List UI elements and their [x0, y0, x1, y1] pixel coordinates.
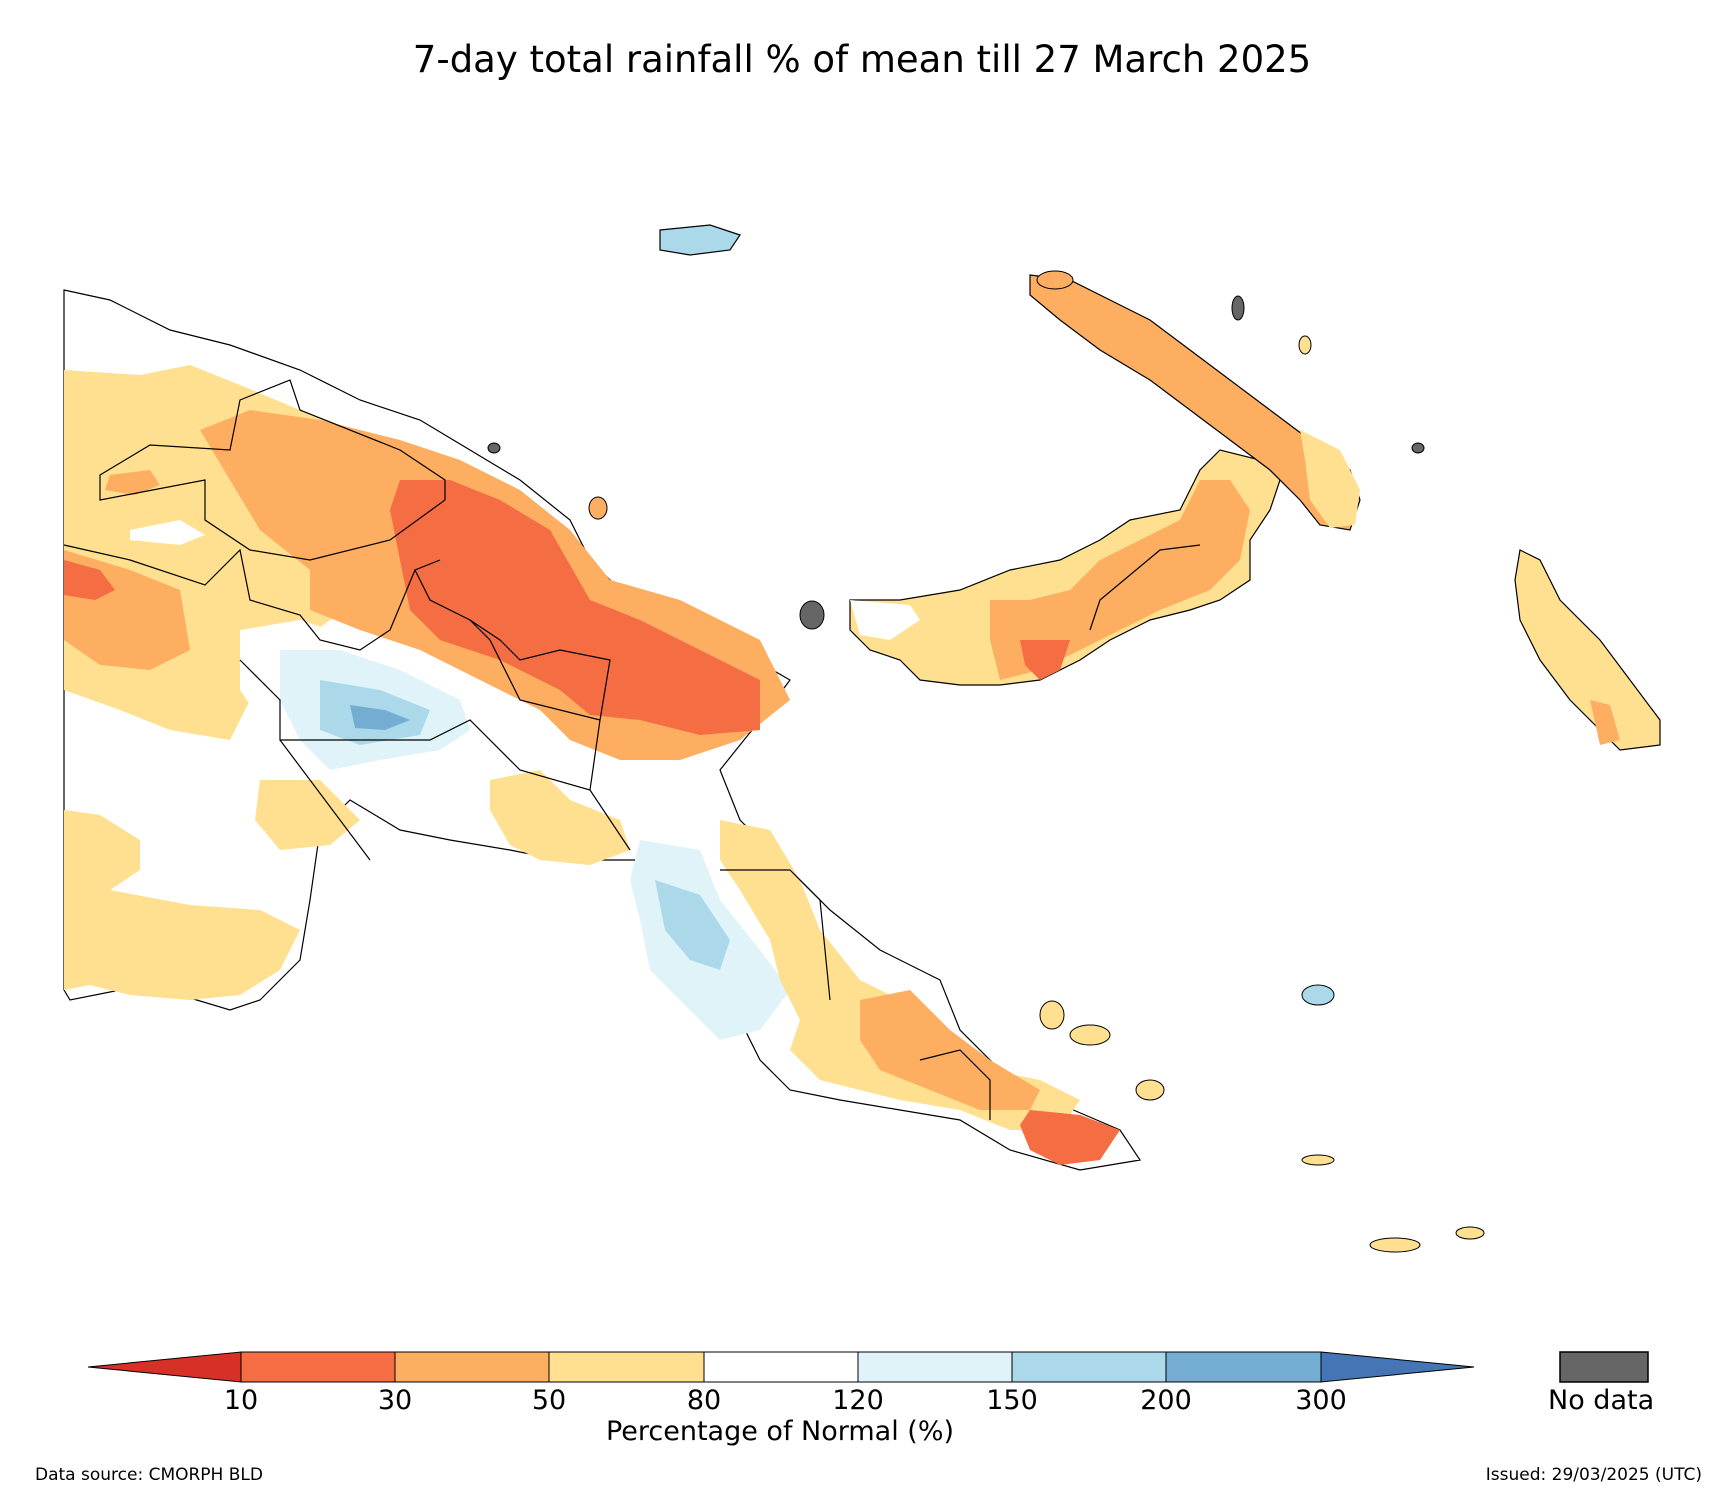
- island-sudest: [1455, 1226, 1485, 1240]
- zone-10-30-west: [64, 560, 115, 600]
- no-data-swatch: [1559, 1351, 1649, 1383]
- island-nodata-2: [1231, 295, 1245, 321]
- colorbar-bin-80-120: [703, 1351, 859, 1383]
- zone-150-200-east: [655, 880, 730, 970]
- new-britain-west-white: [850, 600, 920, 640]
- zone-50-80-southwest: [64, 810, 300, 1000]
- colorbar-tick: 10: [223, 1385, 259, 1416]
- colorbar-tick: 150: [986, 1385, 1038, 1416]
- island-nodata-1: [799, 600, 825, 630]
- colorbar-tick: 300: [1295, 1385, 1347, 1416]
- zone-30-50-west-small: [105, 470, 160, 495]
- zone-10-30-tip: [1020, 1110, 1120, 1165]
- colorbar-bin-120-150: [857, 1351, 1013, 1383]
- colorbar-tick: 30: [377, 1385, 413, 1416]
- data-source: Data source: CMORPH BLD: [35, 1465, 263, 1485]
- new-britain-orange: [990, 480, 1250, 680]
- colorbar-bin-200-300: [1165, 1351, 1322, 1383]
- map-title: 7-day total rainfall % of mean till 27 M…: [412, 38, 1312, 81]
- island-fergusson: [1069, 1024, 1111, 1046]
- zone-50-80-fly: [255, 780, 360, 850]
- island-nodata-3: [1411, 442, 1425, 454]
- colorbar-tick: 200: [1140, 1385, 1192, 1416]
- issued-date: Issued: 29/03/2025 (UTC): [1485, 1465, 1702, 1485]
- new-ireland-south: [1300, 430, 1360, 528]
- manus-island: [659, 224, 741, 256]
- island-small-ne: [1298, 335, 1312, 355]
- island-trobriand: [1301, 984, 1335, 1006]
- colorbar-bin-gt300: [1320, 1351, 1475, 1383]
- province-boundaries: [63, 379, 1201, 1120]
- bougainville-orange: [1590, 700, 1620, 745]
- new-ireland: [1029, 274, 1361, 531]
- colorbar-tick: 80: [686, 1385, 722, 1416]
- zone-50-80-gulf: [490, 770, 630, 865]
- colorbar-bin-10-30: [240, 1351, 396, 1383]
- island-nodata-4: [487, 442, 501, 454]
- island-misima: [1301, 1154, 1335, 1166]
- colorbar-tick: 50: [531, 1385, 567, 1416]
- island-rossel: [1369, 1237, 1421, 1253]
- island-karkar: [588, 496, 608, 520]
- zone-10-30-central: [390, 480, 760, 735]
- island-normanby: [1135, 1079, 1165, 1101]
- island-goodenough: [1039, 1000, 1065, 1030]
- rainfall-map: [63, 224, 1661, 1253]
- colorbar-bin-50-80: [548, 1351, 705, 1383]
- colorbar-bin-150-200: [1011, 1351, 1167, 1383]
- colorbar-tick: 120: [832, 1385, 884, 1416]
- colorbar-bin-30-50: [394, 1351, 550, 1383]
- zone-80-120-west: [130, 520, 205, 545]
- new-britain: [849, 449, 1281, 686]
- zone-200-300-south: [350, 705, 410, 730]
- zone-50-80-peninsula: [720, 820, 1080, 1130]
- island-mussau: [1036, 270, 1074, 290]
- colorbar-bin-lt10: [87, 1351, 242, 1383]
- colorbar-label: Percentage of Normal (%): [605, 1416, 955, 1447]
- new-britain-red: [1020, 640, 1070, 680]
- bougainville: [1514, 549, 1661, 751]
- no-data-label: No data: [1548, 1385, 1655, 1416]
- zone-30-50-peninsula: [860, 990, 1040, 1110]
